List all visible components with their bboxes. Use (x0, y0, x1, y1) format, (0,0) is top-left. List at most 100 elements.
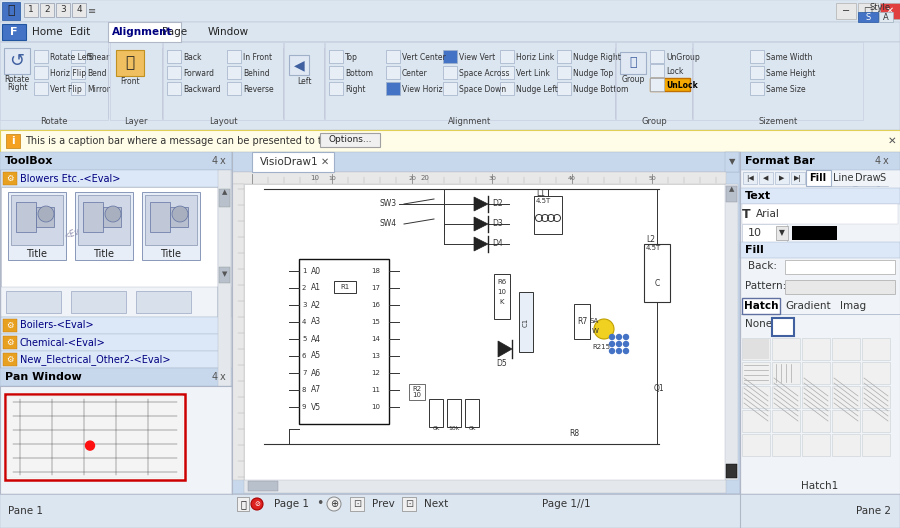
Text: 10: 10 (498, 289, 507, 295)
Text: Title: Title (160, 249, 182, 259)
Bar (4, 48, 30, 74)
Bar (56, 3, 70, 17)
Polygon shape (474, 197, 488, 211)
Text: ⊡: ⊡ (405, 499, 413, 509)
Bar (329, 82, 343, 95)
Text: S: S (866, 13, 870, 22)
Text: Title: Title (26, 249, 48, 259)
Bar (24, 3, 38, 17)
Text: Horiz Flip: Horiz Flip (50, 69, 86, 78)
Text: −: − (842, 6, 850, 16)
Text: ▶|: ▶| (794, 174, 802, 182)
Text: A7: A7 (311, 385, 321, 394)
Bar (802, 386, 830, 408)
Text: Title: Title (94, 249, 114, 259)
Text: D3: D3 (492, 220, 503, 229)
Bar (806, 170, 831, 186)
Bar (879, 12, 893, 22)
Circle shape (251, 498, 263, 510)
Text: Same Size: Same Size (766, 84, 806, 93)
Text: 10: 10 (412, 392, 421, 398)
Circle shape (609, 335, 615, 340)
Text: New_Electrical_Other2-<Eval>: New_Electrical_Other2-<Eval> (20, 354, 170, 365)
Text: Same Width: Same Width (766, 52, 813, 61)
Bar (750, 66, 764, 79)
Text: ▲: ▲ (729, 186, 734, 192)
Text: Arial: Arial (756, 209, 780, 219)
Text: 40: 40 (568, 176, 576, 182)
Circle shape (594, 319, 614, 339)
Text: 4: 4 (212, 372, 218, 382)
Text: ToolBox: ToolBox (5, 156, 53, 166)
Text: Pattern:: Pattern: (745, 281, 787, 291)
Bar (792, 226, 837, 240)
Bar (494, 274, 510, 319)
Text: C: C (654, 279, 660, 288)
Bar (725, 184, 738, 480)
Text: Group: Group (621, 76, 644, 84)
Text: 6: 6 (302, 353, 307, 359)
Bar (3, 353, 17, 366)
Text: Horiz Link: Horiz Link (516, 52, 554, 61)
Text: Vert Flip: Vert Flip (50, 84, 82, 93)
Bar (743, 172, 757, 184)
Bar (7, 396, 183, 478)
Text: 4.5T: 4.5T (536, 198, 551, 204)
Text: Style: Style (869, 4, 890, 13)
Bar (0, 130, 900, 152)
Text: Nudge Left: Nudge Left (516, 84, 558, 93)
Bar (500, 82, 514, 95)
Text: Rotate: Rotate (4, 76, 30, 84)
Bar (244, 480, 726, 493)
Text: ▼: ▼ (222, 271, 228, 277)
Text: ↺: ↺ (9, 52, 24, 70)
Text: F: F (10, 27, 18, 37)
Bar (386, 50, 400, 63)
Text: View Vert: View Vert (459, 52, 495, 61)
Text: Forward: Forward (183, 69, 214, 78)
Bar (832, 338, 860, 360)
Bar (802, 338, 830, 360)
Text: 2: 2 (302, 285, 306, 291)
Bar (1, 334, 231, 351)
Bar (742, 204, 898, 224)
Text: Vert Link: Vert Link (516, 69, 550, 78)
Text: View Horiz: View Horiz (402, 84, 443, 93)
Bar (574, 304, 590, 339)
Bar (244, 184, 726, 480)
Text: 20: 20 (420, 175, 429, 181)
Bar (443, 82, 457, 95)
Text: ⚙: ⚙ (6, 321, 14, 330)
Bar (836, 3, 856, 19)
Text: A6: A6 (311, 369, 321, 378)
Text: 9: 9 (302, 404, 307, 410)
Bar (232, 172, 726, 184)
Bar (16, 202, 36, 232)
Text: 13: 13 (371, 353, 380, 359)
Bar (36, 207, 54, 227)
Text: 3: 3 (60, 5, 66, 14)
Text: 📁: 📁 (125, 55, 135, 71)
Text: A: A (883, 13, 889, 22)
Text: Nudge Top: Nudge Top (573, 69, 613, 78)
Bar (858, 0, 900, 22)
Text: ⊘: ⊘ (254, 501, 260, 507)
Bar (447, 399, 461, 427)
Bar (880, 3, 900, 19)
Bar (858, 3, 878, 19)
Bar (616, 42, 692, 120)
Text: A0: A0 (311, 267, 321, 276)
Text: ✕: ✕ (321, 157, 329, 167)
Bar (740, 242, 900, 258)
Text: Rotate Left: Rotate Left (50, 52, 92, 61)
Text: Edit: Edit (70, 27, 90, 37)
Bar (8, 192, 66, 260)
Bar (775, 172, 789, 184)
Text: 🌐: 🌐 (7, 5, 14, 17)
Text: In Front: In Front (243, 52, 272, 61)
Bar (6, 134, 20, 148)
Bar (0, 368, 232, 386)
Bar (802, 362, 830, 384)
Text: SW4: SW4 (379, 220, 396, 229)
Bar (802, 434, 830, 456)
